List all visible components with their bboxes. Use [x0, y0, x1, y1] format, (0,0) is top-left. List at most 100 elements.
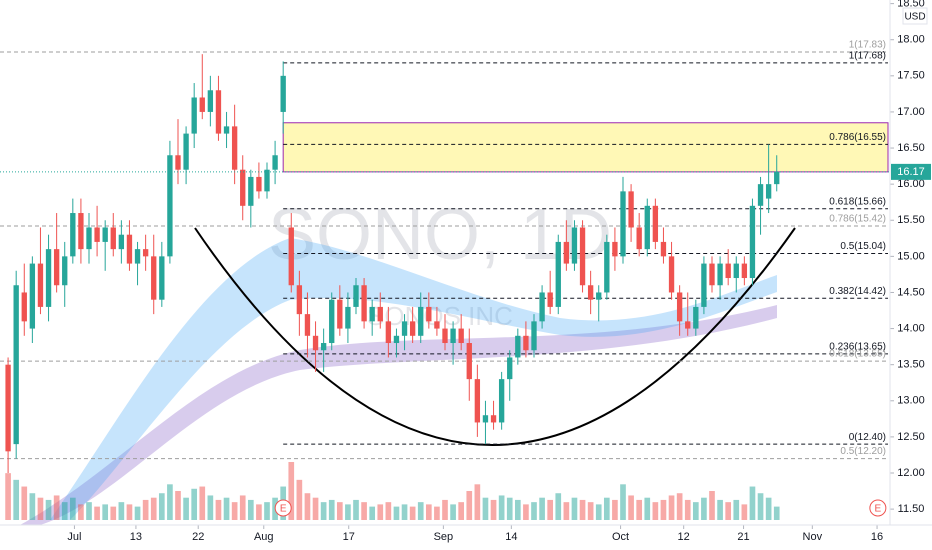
fib-label: 0.382(14.42): [829, 286, 886, 297]
candle-body: [660, 241, 667, 257]
candle-body: [555, 241, 561, 307]
volume-bar: [223, 497, 230, 520]
x-tick-label: Oct: [612, 531, 629, 543]
candle-body: [78, 213, 84, 250]
y-tick-label: 12.00: [897, 467, 925, 479]
volume-bar: [167, 484, 173, 520]
volume-bar: [37, 497, 44, 520]
candle-body: [118, 234, 125, 250]
volume-bar: [741, 504, 748, 520]
candle-body: [539, 292, 545, 322]
volume-bar: [701, 497, 707, 520]
candle-body: [685, 321, 691, 329]
candle-body: [717, 263, 723, 286]
volume-bar: [490, 499, 497, 520]
candle-body: [264, 169, 270, 192]
volume-bar: [417, 502, 424, 520]
y-tick-label: 18.50: [897, 0, 925, 10]
volume-bar: [733, 499, 740, 520]
ema-ribbon-mid: [50, 238, 777, 520]
volume-bar: [377, 504, 384, 520]
volume-bar: [239, 495, 246, 520]
fib-label: 1(17.68): [849, 50, 886, 61]
volume-bar: [13, 479, 20, 520]
volume-bar: [482, 497, 489, 520]
candle-body: [426, 306, 432, 322]
volume-bar: [757, 493, 764, 520]
last-price-label: 16.17: [897, 166, 925, 178]
volume-bar: [369, 506, 376, 520]
volume-bar: [312, 497, 319, 520]
candle-body: [612, 241, 618, 257]
candle-body: [248, 176, 254, 206]
candle-body: [693, 306, 699, 329]
candle-body: [62, 256, 68, 286]
volume-bar: [336, 502, 343, 520]
fib-label: 0.618(15.66): [829, 196, 886, 207]
candle-body: [312, 335, 319, 351]
candle-body: [450, 328, 456, 344]
volume-bar: [385, 502, 392, 520]
candle-body: [604, 241, 610, 293]
volume-bar: [595, 504, 602, 520]
fib-label: 0.786(15.42): [829, 214, 886, 225]
x-tick-label: 16: [871, 531, 883, 543]
candle-body: [110, 227, 116, 250]
candle-body: [401, 321, 408, 336]
candle-body: [361, 285, 367, 322]
earnings-marker: [274, 499, 292, 517]
candle-body: [628, 191, 634, 228]
candle-body: [442, 328, 448, 344]
volume-bar: [345, 504, 351, 520]
volume-bar: [514, 499, 521, 520]
y-tick-label: 18.00: [897, 34, 925, 46]
volume-bar: [126, 504, 133, 520]
candle-body: [199, 97, 205, 112]
candle-body: [175, 155, 181, 170]
x-tick-label: Nov: [803, 531, 823, 543]
volume-bar: [603, 497, 610, 520]
y-tick-label: 17.00: [897, 106, 925, 118]
candle-body: [191, 97, 197, 134]
volume-bar: [563, 502, 570, 520]
volume-bar: [320, 502, 327, 520]
y-tick-label: 12.50: [897, 431, 925, 443]
candle-body: [280, 75, 286, 112]
candle-body: [256, 176, 262, 192]
candle-body: [385, 321, 392, 344]
volume-bar: [684, 499, 691, 520]
candle-body: [523, 335, 529, 351]
volume-bar: [579, 499, 586, 520]
volume-bar: [45, 499, 52, 520]
volume-bar: [717, 499, 723, 520]
candle-body: [272, 155, 278, 170]
volume-bar: [612, 499, 618, 520]
candle-body: [482, 415, 489, 423]
candle-body: [749, 205, 756, 279]
candle-body: [159, 256, 165, 300]
volume-bar: [142, 499, 149, 520]
currency-box: [902, 7, 928, 25]
x-tick-label: 12: [678, 531, 690, 543]
earnings-label: E: [280, 504, 287, 515]
candle-body: [434, 321, 440, 329]
volume-bar: [587, 502, 594, 520]
candle-body: [5, 364, 11, 452]
candle-body: [466, 343, 472, 380]
volume-bar: [393, 506, 400, 520]
fib-label: 0.5(15.04): [840, 241, 886, 252]
volume-bar: [725, 502, 732, 520]
earnings-label: E: [875, 504, 882, 515]
volume-bar: [547, 499, 554, 520]
candle-body: [620, 191, 626, 257]
fib-label: 0(12.40): [849, 432, 886, 443]
candle-body: [353, 285, 359, 307]
candle-body: [757, 184, 764, 206]
candle-body: [142, 249, 149, 257]
volume-bar: [692, 502, 699, 520]
currency: USD: [904, 12, 925, 23]
ema-ribbon-slow: [20, 305, 777, 525]
volume-bar: [296, 479, 303, 520]
fib-label: 0.5(12.20): [840, 446, 886, 457]
